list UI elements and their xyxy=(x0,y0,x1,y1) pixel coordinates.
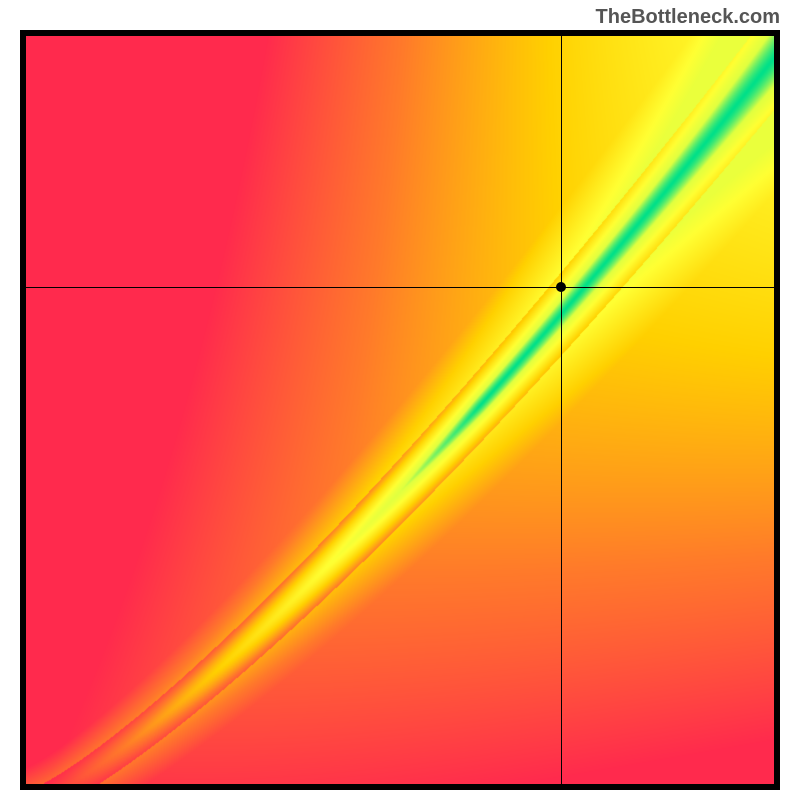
bottleneck-heatmap xyxy=(26,36,774,784)
plot-area xyxy=(26,36,774,784)
crosshair-vertical xyxy=(561,36,562,784)
watermark-text: TheBottleneck.com xyxy=(596,6,780,29)
crosshair-horizontal xyxy=(26,287,774,288)
crosshair-marker xyxy=(556,282,566,292)
plot-frame xyxy=(20,30,780,790)
